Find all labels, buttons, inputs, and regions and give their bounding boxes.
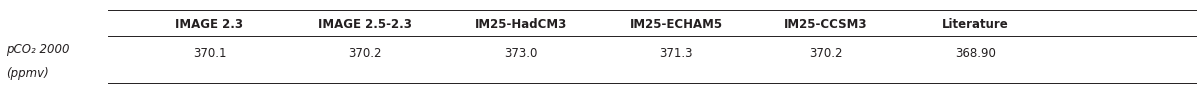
Text: pCO₂ 2000: pCO₂ 2000 <box>6 43 69 56</box>
Text: IM25-HadCM3: IM25-HadCM3 <box>474 18 567 31</box>
Text: 370.2: 370.2 <box>348 47 382 60</box>
Text: 370.2: 370.2 <box>809 47 843 60</box>
Text: IM25-ECHAM5: IM25-ECHAM5 <box>630 18 723 31</box>
Text: (ppmv): (ppmv) <box>6 67 49 80</box>
Text: 368.90: 368.90 <box>955 47 996 60</box>
Text: IMAGE 2.3: IMAGE 2.3 <box>176 18 243 31</box>
Text: IMAGE 2.5-2.3: IMAGE 2.5-2.3 <box>318 18 412 31</box>
Text: Literature: Literature <box>942 18 1009 31</box>
Text: 371.3: 371.3 <box>660 47 693 60</box>
Text: IM25-CCSM3: IM25-CCSM3 <box>784 18 868 31</box>
Text: 373.0: 373.0 <box>504 47 537 60</box>
Text: 370.1: 370.1 <box>193 47 226 60</box>
